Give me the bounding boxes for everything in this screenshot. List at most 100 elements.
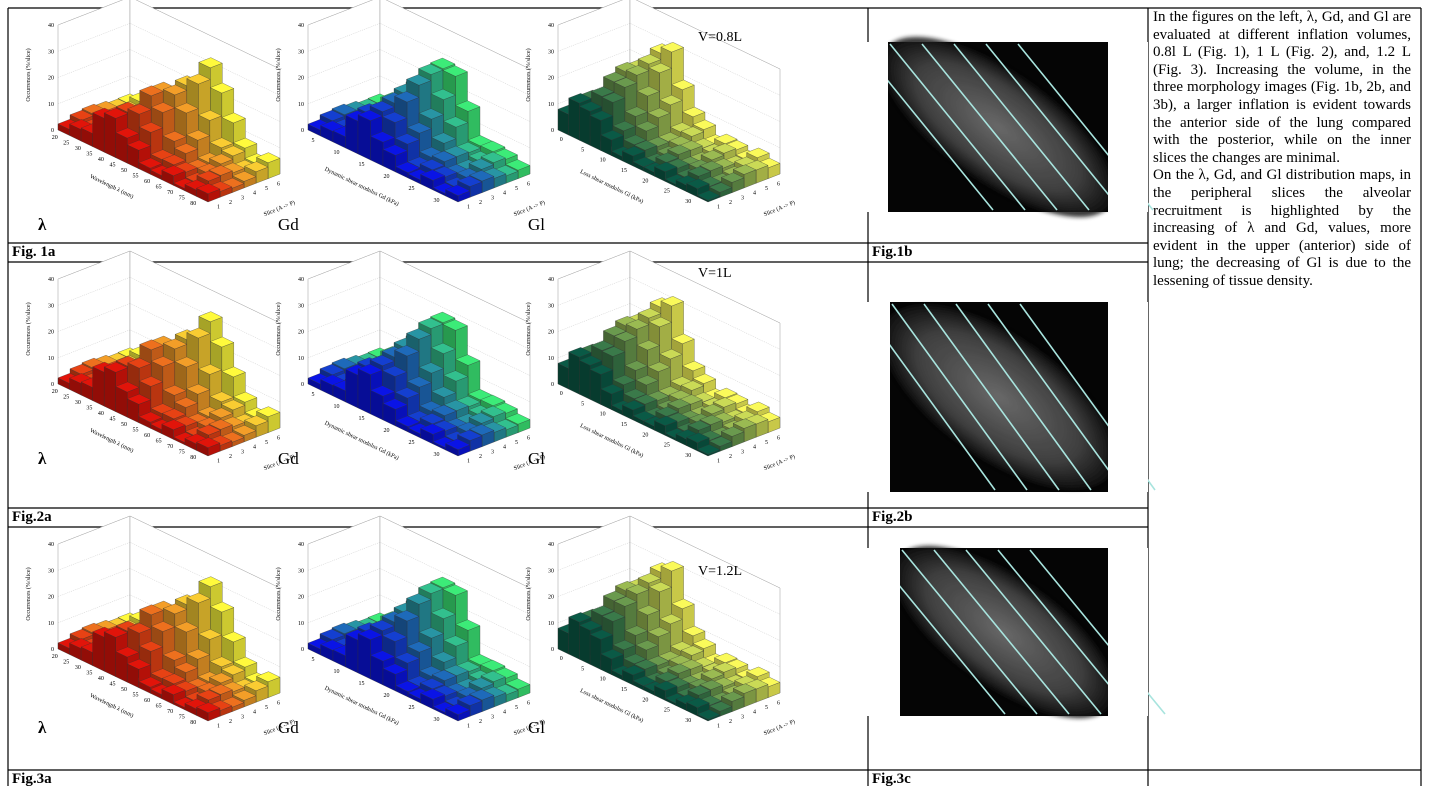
image-clip-frame [845,302,890,492]
x-tick-label: 20 [52,389,58,395]
x-tick-label: 70 [167,444,173,450]
y-tick-label: 40 [48,23,54,29]
bar-face [579,360,590,399]
y-tick-label: 10 [48,356,54,362]
x-tick-label: 40 [98,157,104,163]
caption: Fig.2b [872,509,912,525]
z-tick-label: 5 [265,440,268,446]
x-tick-label: 75 [179,450,185,456]
bar-face [358,634,371,679]
z-tick-label: 5 [515,186,518,192]
z-tick-label: 1 [217,205,220,211]
x-tick-label: 75 [179,715,185,721]
z-tick-label: 2 [229,719,232,725]
x-tick-label: 35 [86,670,92,676]
z-tick-label: 5 [765,705,768,711]
x-tick-label: 30 [434,717,440,723]
y-tick-label: 30 [48,568,54,574]
x-tick-label: 65 [156,704,162,710]
x-tick-label: 55 [133,174,139,180]
x-axis-title: Loss shear modulus Gl (kPa) [579,422,645,459]
z-tick-label: 4 [253,445,256,451]
x-tick-label: 0 [560,656,563,662]
x-tick-label: 25 [63,140,69,146]
panel-label: Gl [528,449,545,468]
z-tick-label: 1 [717,724,720,730]
x-tick-label: 20 [384,693,390,699]
x-tick-label: 45 [109,681,115,687]
y-tick-label: 40 [298,23,304,29]
bar-face [569,98,580,140]
x-tick-label: 15 [359,681,365,687]
y-tick-label: 0 [551,382,554,388]
z-tick-label: 5 [515,705,518,711]
y-tick-label: 40 [48,277,54,283]
y-tick-label: 30 [298,49,304,55]
y-tick-label: 30 [548,49,554,55]
x-tick-label: 80 [190,201,196,207]
x-tick-label: 10 [600,412,606,418]
y-tick-label: 40 [548,542,554,548]
x-tick-label: 5 [581,147,584,153]
histogram-3d: 01020304051015202530123456Occurrences (%… [275,0,546,234]
panel-label: Gl [528,215,545,234]
bar-face [346,369,359,408]
z-tick-label: 4 [753,710,756,716]
x-tick-label: 35 [86,151,92,157]
y-tick-label: 10 [548,621,554,627]
z-tick-label: 1 [467,724,470,730]
y-axis-title: Occurrences (%/slice) [525,48,532,101]
y-tick-label: 30 [548,303,554,309]
mri-image [843,4,1153,250]
x-tick-label: 25 [63,394,69,400]
histogram-3d: 010203040051015202530123456Occurrences (… [525,516,796,737]
z-tick-label: 1 [217,724,220,730]
panel-label: Gd [278,449,299,468]
x-tick-label: 10 [600,677,606,683]
x-tick-label: 55 [133,693,139,699]
panel-label: λ [38,718,47,737]
x-tick-label: 30 [434,198,440,204]
panel-label: Gl [528,718,545,737]
z-tick-label: 4 [253,191,256,197]
x-tick-label: 30 [685,199,691,205]
y-tick-label: 20 [48,76,54,82]
y-tick-label: 20 [298,595,304,601]
bar-face [579,106,590,145]
z-tick-label: 4 [503,710,506,716]
x-tick-label: 10 [600,158,606,164]
x-tick-label: 10 [334,669,340,675]
y-tick-label: 20 [548,76,554,82]
x-tick-label: 20 [384,174,390,180]
x-tick-label: 25 [409,440,415,446]
histogram-3d: 0102030402025303540455055606570758012345… [25,251,296,472]
z-tick-label: 2 [479,454,482,460]
x-tick-label: 20 [52,135,58,141]
x-tick-label: 60 [144,698,150,704]
x-tick-label: 5 [312,392,315,398]
z-tick-label: 4 [503,191,506,197]
z-tick-label: 5 [265,186,268,192]
z-tick-label: 3 [241,449,244,455]
bar-face [590,369,601,404]
x-tick-label: 15 [359,162,365,168]
z-tick-label: 4 [503,445,506,451]
volume-label: V=0.8L [698,30,742,45]
z-tick-label: 3 [491,195,494,201]
x-tick-label: 30 [75,665,81,671]
z-tick-label: 5 [765,440,768,446]
z-tick-label: 5 [515,440,518,446]
z-tick-label: 3 [241,195,244,201]
z-tick-label: 3 [491,714,494,720]
image-clip-frame [1108,42,1148,212]
z-tick-label: 2 [479,200,482,206]
bar-face [590,634,601,669]
x-tick-label: 80 [190,720,196,726]
y-axis-title: Occurrences (%/slice) [25,302,32,355]
y-tick-label: 20 [48,595,54,601]
z-tick-label: 6 [527,435,530,441]
y-tick-label: 0 [301,128,304,134]
x-tick-label: 0 [560,137,563,143]
x-tick-label: 50 [121,168,127,174]
